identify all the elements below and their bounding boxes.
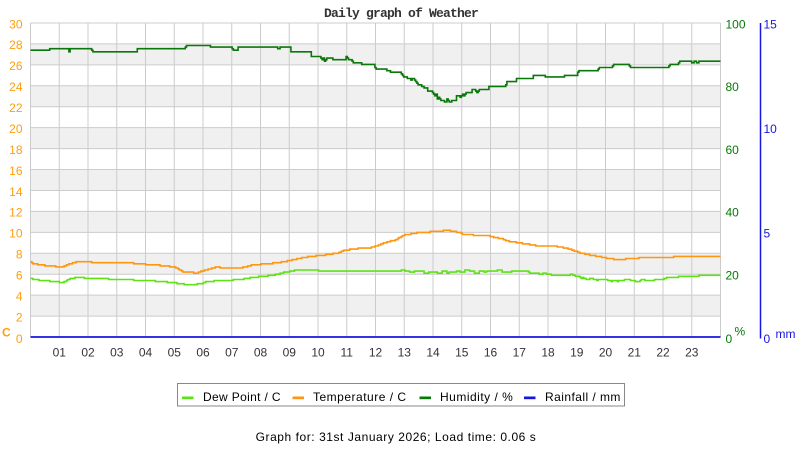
svg-text:12: 12 [9, 206, 23, 220]
svg-text:12: 12 [369, 346, 383, 360]
svg-text:04: 04 [139, 346, 153, 360]
svg-text:0: 0 [726, 332, 733, 346]
svg-text:05: 05 [168, 346, 182, 360]
svg-text:23: 23 [685, 346, 699, 360]
svg-text:Daily graph of Weather: Daily graph of Weather [324, 6, 478, 21]
svg-text:14: 14 [426, 346, 440, 360]
svg-text:18: 18 [9, 143, 23, 157]
svg-text:100: 100 [726, 17, 746, 31]
svg-text:40: 40 [726, 206, 740, 220]
svg-text:16: 16 [9, 164, 23, 178]
svg-text:0: 0 [16, 332, 23, 346]
svg-text:60: 60 [726, 143, 740, 157]
svg-text:08: 08 [254, 346, 268, 360]
svg-text:15: 15 [764, 17, 778, 31]
svg-text:Humidity / %: Humidity / % [440, 390, 513, 404]
svg-text:20: 20 [599, 346, 613, 360]
svg-text:10: 10 [311, 346, 325, 360]
svg-text:21: 21 [628, 346, 642, 360]
svg-text:10: 10 [9, 227, 23, 241]
svg-text:2: 2 [16, 310, 23, 324]
svg-text:%: % [735, 325, 746, 339]
svg-text:Graph for: 31st January 2026;: Graph for: 31st January 2026; Load time:… [256, 430, 537, 444]
svg-text:5: 5 [764, 227, 771, 241]
svg-text:24: 24 [9, 80, 23, 94]
svg-text:19: 19 [570, 346, 584, 360]
svg-text:17: 17 [513, 346, 527, 360]
svg-text:15: 15 [455, 346, 469, 360]
svg-text:14: 14 [9, 185, 23, 199]
svg-text:10: 10 [764, 122, 778, 136]
svg-text:26: 26 [9, 59, 23, 73]
svg-text:0: 0 [764, 332, 771, 346]
svg-text:28: 28 [9, 38, 23, 52]
svg-text:mm: mm [776, 327, 796, 341]
svg-text:4: 4 [16, 289, 23, 303]
svg-text:03: 03 [110, 346, 124, 360]
svg-text:20: 20 [726, 269, 740, 283]
svg-text:16: 16 [484, 346, 498, 360]
svg-text:09: 09 [283, 346, 297, 360]
svg-text:02: 02 [81, 346, 95, 360]
svg-text:22: 22 [9, 101, 23, 115]
svg-text:11: 11 [341, 346, 354, 360]
svg-text:06: 06 [196, 346, 210, 360]
svg-text:20: 20 [9, 122, 23, 136]
svg-text:6: 6 [16, 269, 23, 283]
svg-text:13: 13 [398, 346, 412, 360]
svg-text:22: 22 [656, 346, 670, 360]
svg-text:01: 01 [53, 346, 67, 360]
svg-text:18: 18 [541, 346, 555, 360]
svg-text:Temperature / C: Temperature / C [313, 390, 407, 404]
svg-text:Dew Point / C: Dew Point / C [203, 390, 281, 404]
svg-text:8: 8 [16, 248, 23, 262]
svg-text:80: 80 [726, 80, 740, 94]
svg-text:C: C [2, 326, 11, 340]
svg-text:30: 30 [9, 17, 23, 31]
svg-text:07: 07 [225, 346, 239, 360]
svg-text:Rainfall / mm: Rainfall / mm [545, 390, 621, 404]
